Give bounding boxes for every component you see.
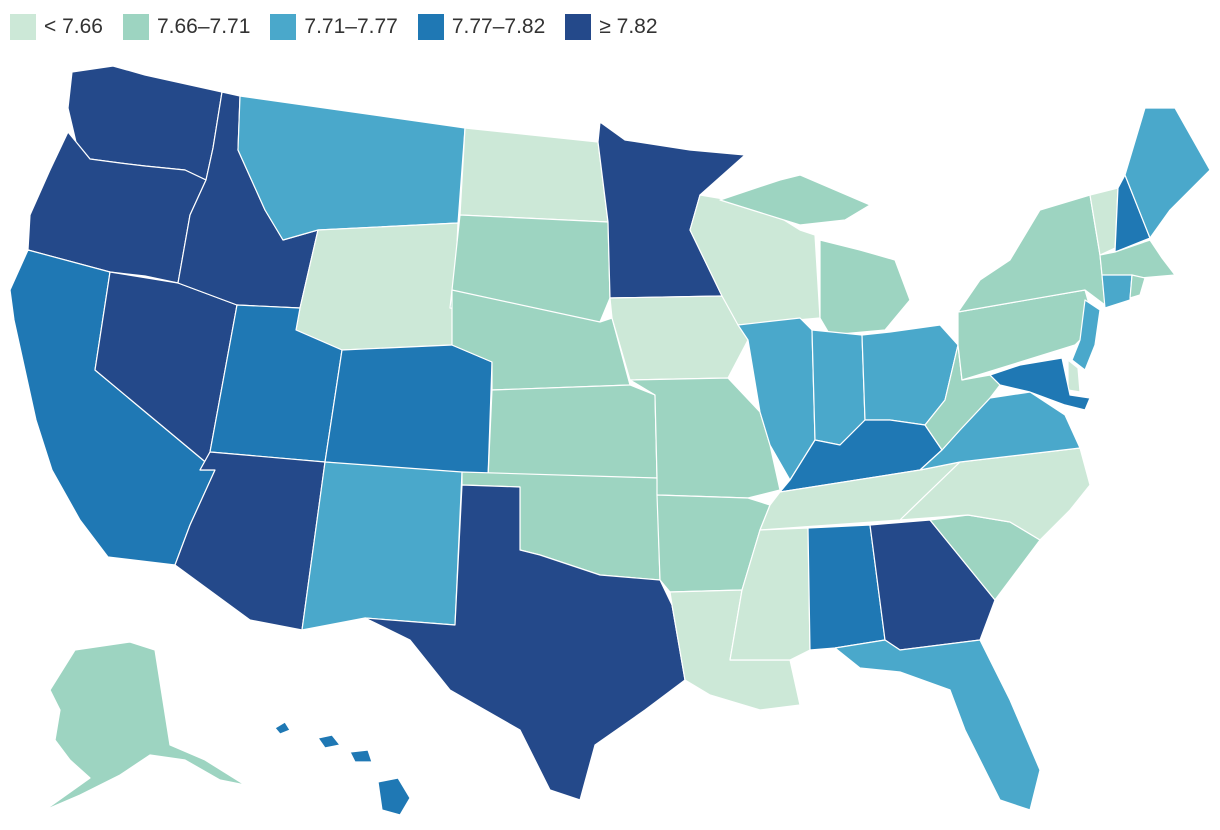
state-MO[interactable] bbox=[629, 377, 781, 499]
legend-item-bin-2: 7.66–7.71 bbox=[122, 14, 251, 40]
legend-item-bin-4: 7.77–7.82 bbox=[417, 14, 546, 40]
state-NJ[interactable] bbox=[1071, 299, 1101, 371]
legend-swatch bbox=[10, 14, 36, 40]
legend-swatch bbox=[417, 14, 444, 40]
state-WI[interactable] bbox=[689, 194, 821, 326]
legend-label: ≥ 7.82 bbox=[599, 15, 658, 38]
state-RI[interactable] bbox=[1129, 274, 1146, 299]
state-NM[interactable] bbox=[301, 461, 463, 631]
legend-swatch bbox=[565, 14, 592, 40]
legend-label: 7.77–7.82 bbox=[451, 15, 546, 38]
legend-label: < 7.66 bbox=[44, 15, 103, 38]
state-IA[interactable] bbox=[609, 295, 749, 381]
legend-item-bin-3: 7.71–7.77 bbox=[270, 14, 398, 40]
state-WY[interactable] bbox=[295, 222, 459, 351]
state-HI[interactable] bbox=[274, 721, 411, 816]
state-ME[interactable] bbox=[1124, 107, 1211, 239]
state-KS[interactable] bbox=[487, 384, 658, 479]
legend-item-bin-5: ≥ 7.82 bbox=[565, 14, 658, 40]
state-DE[interactable] bbox=[1067, 359, 1081, 393]
state-FL[interactable] bbox=[834, 639, 1041, 811]
state-CO[interactable] bbox=[324, 344, 493, 479]
legend-swatch bbox=[122, 14, 149, 40]
state-TX[interactable] bbox=[364, 484, 686, 801]
state-CT[interactable] bbox=[1101, 274, 1133, 309]
legend-label: 7.66–7.71 bbox=[156, 15, 251, 38]
state-AK[interactable] bbox=[44, 641, 246, 811]
map-legend: < 7.66 7.66–7.71 7.71–7.77 7.77–7.82 ≥ 7… bbox=[10, 12, 658, 42]
state-MT[interactable] bbox=[237, 95, 466, 241]
legend-item-bin-1: < 7.66 bbox=[10, 14, 103, 40]
state-ND[interactable] bbox=[459, 127, 609, 223]
state-MD[interactable] bbox=[989, 357, 1091, 411]
state-MI[interactable] bbox=[719, 174, 911, 336]
legend-label: 7.71–7.77 bbox=[304, 15, 398, 38]
legend-swatch bbox=[270, 14, 297, 40]
